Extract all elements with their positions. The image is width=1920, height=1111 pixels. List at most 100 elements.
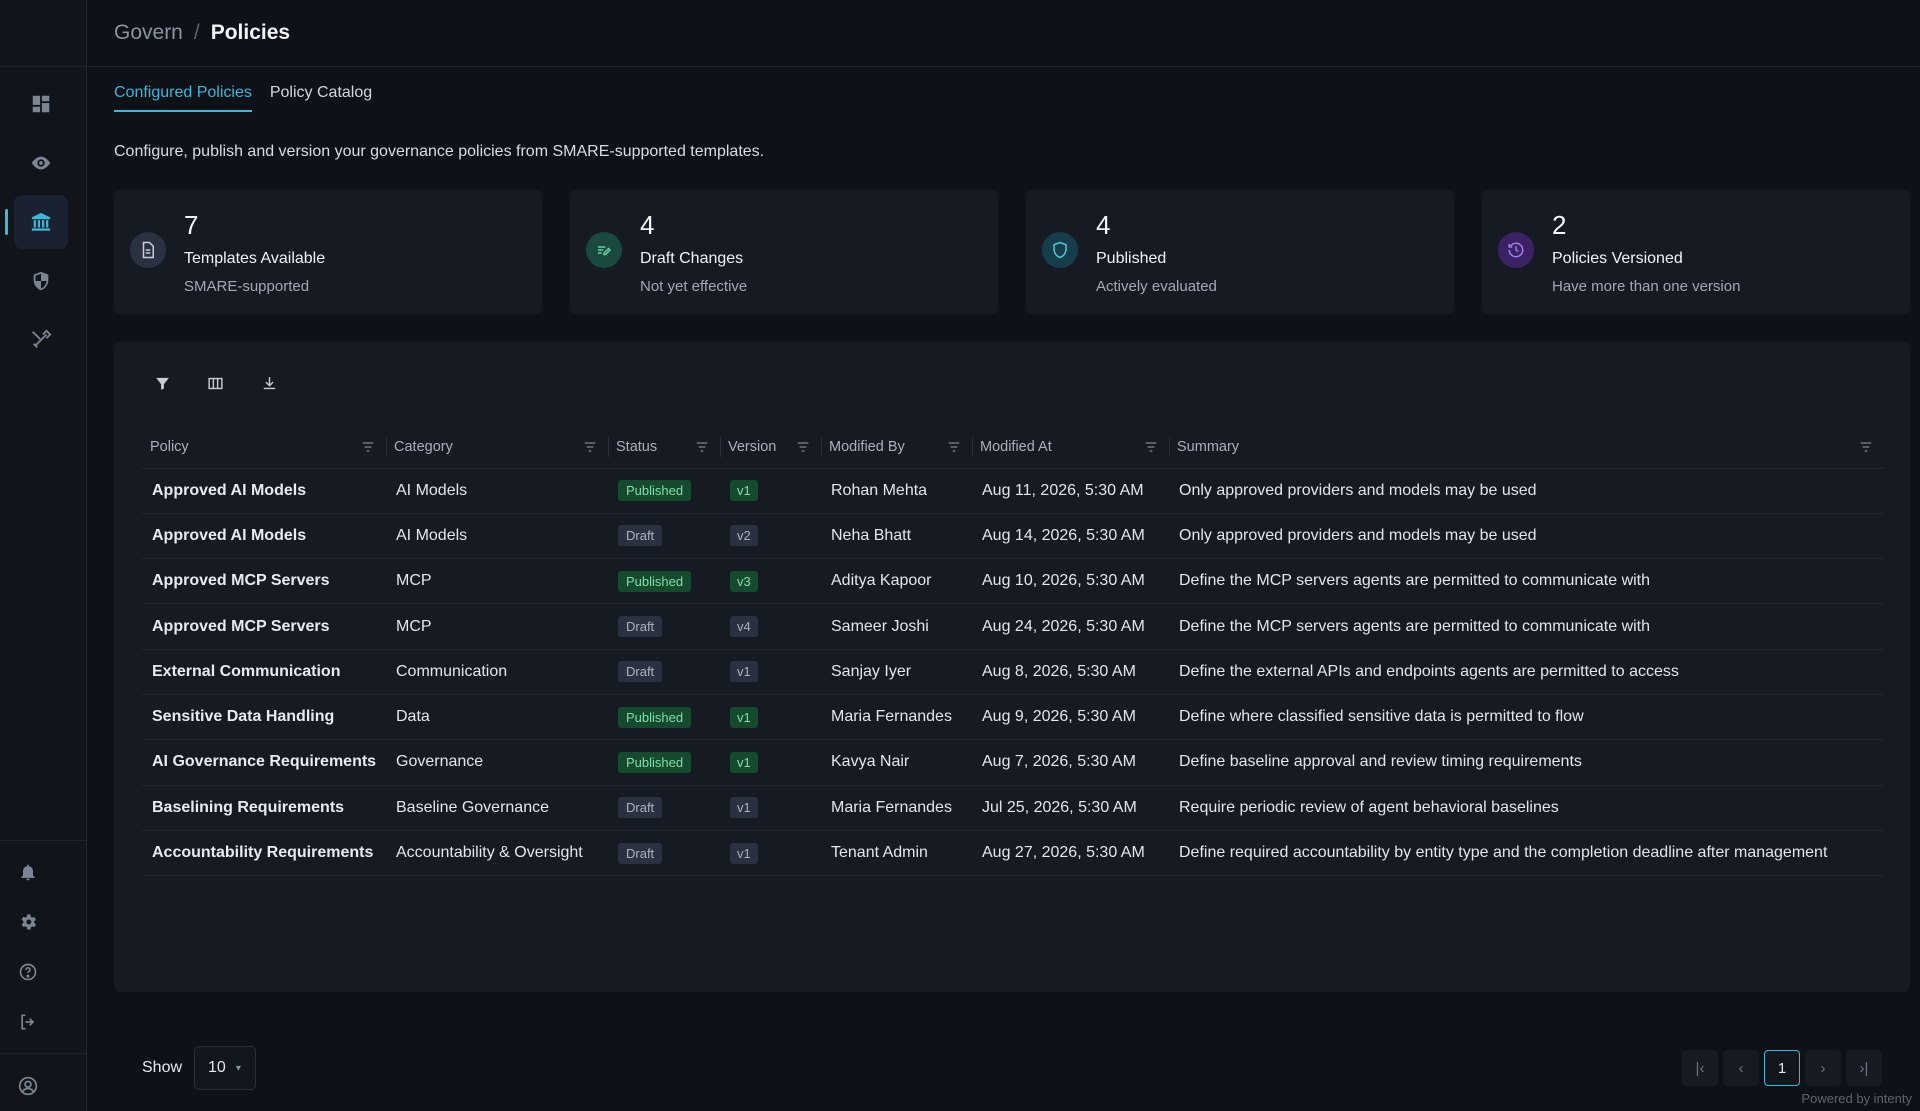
- cell-text: AI Models: [396, 481, 468, 499]
- table-row[interactable]: Accountability Requirements Accountabilit…: [142, 830, 1884, 877]
- column-header-modified-by[interactable]: Modified By: [821, 426, 972, 469]
- next-page-button[interactable]: ›: [1805, 1050, 1841, 1086]
- table-row[interactable]: AI Governance Requirements Governance Publ…: [142, 739, 1884, 786]
- cell-version: v1: [720, 739, 821, 786]
- breadcrumb-parent[interactable]: Govern: [114, 21, 183, 44]
- dashboard-icon: [32, 95, 50, 113]
- cell-modified-at: Aug 24, 2026, 5:30 AM: [972, 603, 1169, 650]
- column-filter-icon[interactable]: [582, 439, 598, 455]
- column-header-modified-at[interactable]: Modified At: [972, 426, 1169, 469]
- cell-text: Accountability Requirements: [152, 844, 374, 862]
- cell-text: Approved MCP Servers: [152, 617, 330, 635]
- column-header-category[interactable]: Category: [386, 426, 608, 469]
- cell-modified-by: Rohan Mehta: [821, 468, 972, 514]
- column-filter-icon[interactable]: [360, 439, 376, 455]
- cell-version: v1: [720, 649, 821, 695]
- document-icon: [130, 232, 166, 268]
- first-page-icon: |‹: [1695, 1059, 1705, 1077]
- logout-button[interactable]: [14, 1008, 42, 1036]
- stat-label: Policies Versioned: [1552, 250, 1683, 267]
- sidebar-item-dashboard[interactable]: [14, 77, 68, 131]
- notifications-button[interactable]: [14, 858, 42, 886]
- sidebar-item-security[interactable]: [14, 254, 68, 308]
- page-title: Policies: [210, 21, 291, 44]
- cell-policy: Accountability Requirements: [142, 830, 386, 877]
- cell-category: MCP: [386, 603, 608, 650]
- column-header-summary[interactable]: Summary: [1169, 426, 1884, 469]
- cell-status: Draft: [608, 649, 720, 695]
- cell-modified-by: Sameer Joshi: [821, 603, 972, 650]
- column-filter-icon[interactable]: [946, 439, 962, 455]
- cell-summary: Define the MCP servers agents are permit…: [1169, 603, 1884, 650]
- cell-modified-at: Aug 11, 2026, 5:30 AM: [972, 468, 1169, 514]
- table-row[interactable]: Approved AI Models AI Models Draft v2 Neha B…: [142, 513, 1884, 560]
- cell-category: Accountability & Oversight: [386, 830, 608, 877]
- sidebar-item-govern[interactable]: [5, 195, 68, 249]
- table-row[interactable]: Approved MCP Servers MCP Published v3 Aditya…: [142, 558, 1884, 605]
- column-header-status[interactable]: Status: [608, 426, 720, 469]
- cell-text: MCP: [396, 572, 432, 590]
- stat-subtext: Have more than one version: [1552, 278, 1741, 295]
- page-number-button[interactable]: 1: [1764, 1050, 1800, 1086]
- page-size-control: Show 10 ▾: [142, 1046, 257, 1090]
- help-button[interactable]: [14, 958, 42, 986]
- sidebar-divider: [0, 840, 87, 841]
- stat-card-templates: 7 Templates Available SMARE-supported: [114, 190, 542, 314]
- table-row[interactable]: Baselining Requirements Baseline Governan…: [142, 785, 1884, 831]
- status-badge: Published: [618, 751, 692, 773]
- column-header-policy[interactable]: Policy: [142, 426, 386, 469]
- cell-text: Only approved providers and models may b…: [1179, 526, 1537, 544]
- version-badge: v1: [730, 661, 758, 683]
- shield-icon: [1042, 232, 1078, 268]
- settings-button[interactable]: [14, 908, 42, 936]
- table-row[interactable]: External Communication Communication Draft…: [142, 649, 1884, 695]
- column-filter-icon[interactable]: [1143, 439, 1159, 455]
- column-header-label: Modified At: [980, 438, 1052, 455]
- stat-subtext: Actively evaluated: [1096, 278, 1217, 295]
- cell-version: v1: [720, 468, 821, 514]
- stat-value: 4: [640, 210, 655, 240]
- user-profile-button[interactable]: [14, 1072, 42, 1100]
- cell-summary: Define the MCP servers agents are permit…: [1169, 558, 1884, 605]
- table-row[interactable]: Approved AI Models AI Models Published v1 Ro…: [142, 468, 1884, 514]
- cell-status: Published: [608, 694, 720, 741]
- column-filter-icon[interactable]: [1858, 439, 1874, 455]
- stat-value: 4: [1096, 210, 1111, 240]
- cell-category: Data: [386, 694, 608, 741]
- stat-label: Published: [1096, 250, 1167, 267]
- version-badge: v2: [730, 525, 758, 547]
- cell-modified-at: Aug 10, 2026, 5:30 AM: [972, 558, 1169, 605]
- prev-page-button[interactable]: ‹: [1723, 1050, 1759, 1086]
- tab-configured-policies[interactable]: Configured Policies: [114, 84, 252, 112]
- cell-modified-by: Kavya Nair: [821, 739, 972, 786]
- columns-button[interactable]: [200, 368, 230, 398]
- first-page-button[interactable]: |‹: [1682, 1050, 1718, 1086]
- cell-text: Aug 7, 2026, 5:30 AM: [982, 753, 1136, 771]
- tab-bar: Configured Policies Policy Catalog: [114, 84, 372, 112]
- column-filter-icon[interactable]: [694, 439, 710, 455]
- chevron-left-icon: ‹: [1738, 1059, 1744, 1077]
- cell-text: External Communication: [152, 662, 341, 680]
- last-page-button[interactable]: ›|: [1846, 1050, 1882, 1086]
- policies-table: Policy Category Status Version Modified By Mo…: [142, 426, 1884, 877]
- cell-modified-by: Maria Fernandes: [821, 785, 972, 831]
- table-row[interactable]: Sensitive Data Handling Data Published v1 Ma…: [142, 694, 1884, 741]
- sidebar-item-tools[interactable]: [14, 313, 68, 367]
- column-header-version[interactable]: Version: [720, 426, 821, 469]
- version-badge: v1: [730, 842, 758, 864]
- export-button[interactable]: [254, 368, 284, 398]
- column-filter-icon[interactable]: [795, 439, 811, 455]
- status-badge: Published: [618, 570, 692, 592]
- page-size-select[interactable]: 10 ▾: [194, 1046, 257, 1090]
- sidebar-item-observe[interactable]: [14, 136, 68, 190]
- page-description: Configure, publish and version your gove…: [114, 143, 765, 160]
- cell-text: Only approved providers and models may b…: [1179, 481, 1537, 499]
- cell-text: Baselining Requirements: [152, 798, 345, 816]
- tab-policy-catalog[interactable]: Policy Catalog: [269, 84, 373, 101]
- stat-label: Draft Changes: [640, 250, 744, 267]
- stat-value: 7: [184, 210, 199, 240]
- filter-button[interactable]: [147, 368, 177, 398]
- cell-version: v3: [720, 558, 821, 605]
- cell-summary: Define the external APIs and endpoints a…: [1169, 649, 1884, 695]
- table-row[interactable]: Approved MCP Servers MCP Draft v4 Sameer Jos…: [142, 603, 1884, 650]
